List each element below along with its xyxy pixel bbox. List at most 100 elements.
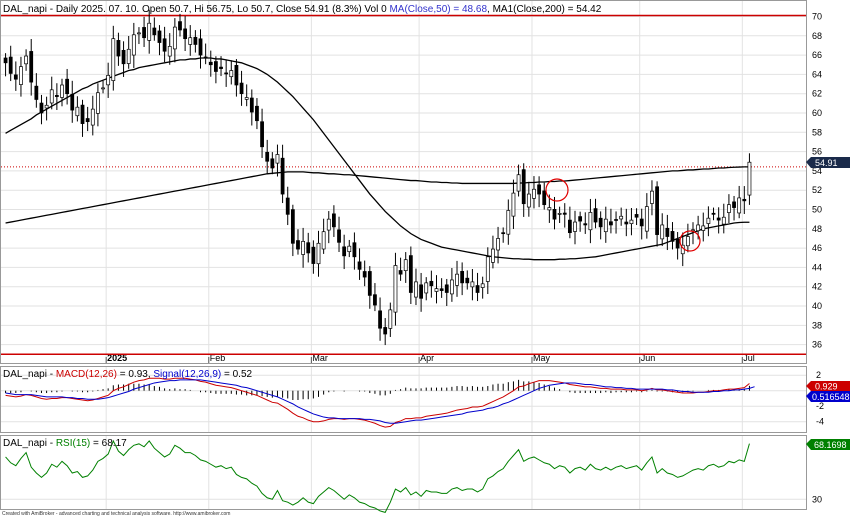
candle-body [75,106,80,117]
candle-body [629,219,634,225]
candle-body [470,281,475,288]
month-label: Feb [210,353,226,363]
candle-body [306,242,311,254]
candle-body [178,21,182,31]
candle-body [449,279,454,295]
rsi-series-line [5,439,750,513]
candle-body [429,280,434,287]
candle-body [193,36,198,45]
candle-body [326,218,331,231]
svg-text:68.1698: 68.1698 [814,440,847,450]
y-tick-label: 48 [812,224,822,234]
candle-body [65,78,70,95]
candle-body [675,239,680,249]
candle-body [157,30,162,43]
y-tick-label: 64 [812,69,822,79]
macd-lines [5,377,755,428]
candle-body [573,221,577,232]
y-tick-label: 68 [812,31,822,41]
macd-panel: 20-2-4 DAL_napi - MACD(12,26) = 0.93, Si… [0,366,850,433]
candle-body [537,184,541,195]
candle-body [265,151,270,162]
svg-text:0.929: 0.929 [815,382,838,392]
candle-body [373,294,377,306]
candle-body [270,158,275,169]
candle-body [727,204,731,213]
candle-body [101,87,105,90]
candle-body [747,161,752,196]
candle-body [408,255,413,293]
y-tick-label: -2 [816,401,824,411]
y-tick-label: 44 [812,262,822,272]
candle-body [290,209,295,244]
candle-body [54,95,59,97]
candle-body [711,212,716,215]
candle-body [60,84,64,98]
y-tick-label: 52 [812,185,822,195]
price-panel: 36 38 40 42 44 46 48 50 52 54 56 58 60 62 64 66 68 70 202… [0,0,850,364]
y-tick-label: 56 [812,147,822,157]
candle-body [557,213,562,215]
candle-body [501,232,506,235]
candle-body [352,242,357,258]
candle-body [465,277,470,284]
price-grid [1,1,806,363]
rsi-panel: 30 DAL_napi - RSI(15) = 68.17 68.1698 [0,435,850,513]
candle-body [506,210,511,235]
candle-body [634,214,639,218]
y-tick-label: 30 [812,494,822,504]
candle-body [162,38,167,52]
candle-body [188,37,193,45]
candle-body [80,104,85,124]
month-label: May [533,353,551,363]
candle-body [475,285,480,293]
y-tick-label: 66 [812,50,822,60]
y-tick-label: 40 [812,301,822,311]
candle-body [296,240,300,250]
y-tick-label: 36 [812,340,822,350]
y-tick-label: 50 [812,205,822,215]
y-tick-label: 60 [812,108,822,118]
candle-body [260,121,264,148]
candle-body [39,102,44,114]
candle-body [219,66,223,69]
candle-body [13,74,18,80]
candle-body [444,284,449,293]
candle-body [737,197,742,214]
candle-body [29,51,34,83]
candle-body [152,27,157,36]
candle-body [121,49,126,65]
macd-histogram [5,379,750,400]
candle-body [321,231,326,250]
candle-body [234,65,239,86]
candle-body [167,46,172,57]
candle-body [244,97,249,100]
candle-body [434,288,439,292]
y-tick-label: 46 [812,243,822,253]
candle-body [650,190,654,204]
y-tick-label: -4 [816,417,824,427]
ma50-line [5,57,750,261]
candle-body [275,154,280,164]
month-label: Apr [420,353,434,363]
signal-line [5,379,755,424]
y-tick-label: 42 [812,282,822,292]
svg-text:DAL_napi - MACD(12,26) = 0.93,: DAL_napi - MACD(12,26) = 0.93, Signal(12… [3,369,253,380]
footer-credit: Created with AmiBroker - advanced charti… [2,511,231,517]
candle-body [106,75,111,86]
candle-body [701,225,706,231]
candle-body [19,66,23,85]
candle-body [691,229,695,232]
ma200-line [5,166,750,224]
svg-text:0.516548: 0.516548 [812,392,850,402]
candle-body [347,245,352,253]
circle-annotation-jun [679,230,701,252]
candle-body [214,61,218,72]
rsi-badge: 68.1698 [806,439,850,450]
y-tick-label: 38 [812,320,822,330]
candle-body [198,38,203,56]
candle-body [455,273,459,286]
candle-body [126,48,131,64]
month-label: Jul [743,353,755,363]
